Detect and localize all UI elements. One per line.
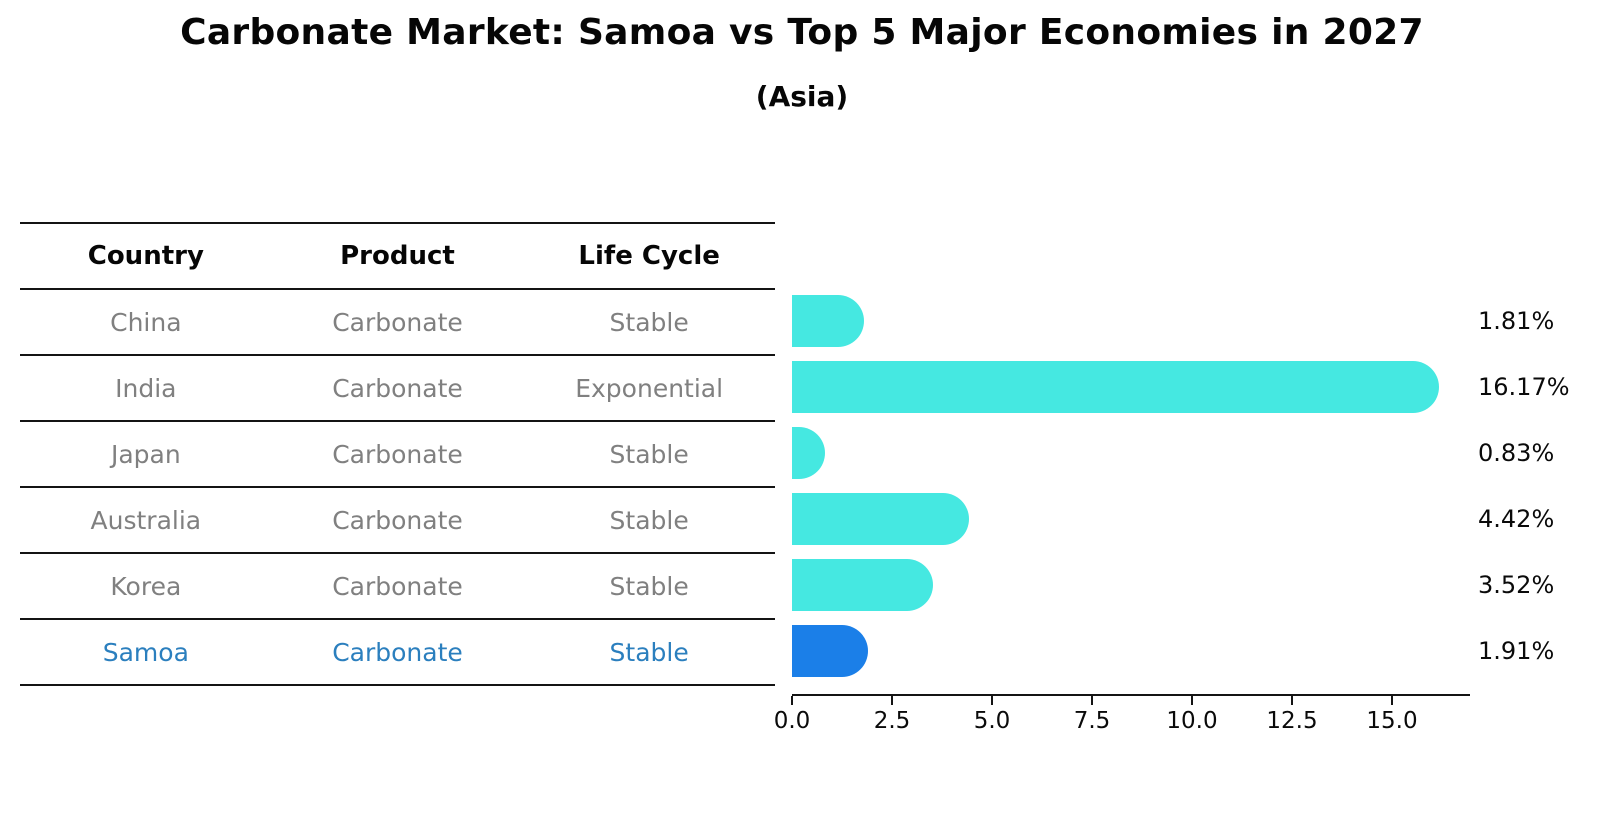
- bar-australia: [792, 493, 969, 545]
- bar-slot: 1.91%: [792, 618, 1604, 684]
- bar-value-label: 3.52%: [1478, 571, 1555, 599]
- table-row: China Carbonate Stable: [20, 290, 775, 356]
- tick-mark: [1091, 696, 1093, 705]
- cell-product: Carbonate: [332, 637, 463, 667]
- cell-product: Carbonate: [332, 373, 463, 403]
- cell-life-cycle: Exponential: [575, 373, 724, 403]
- bar-india: [792, 361, 1439, 413]
- tick-label: 10.0: [1166, 708, 1218, 734]
- chart-title: Carbonate Market: Samoa vs Top 5 Major E…: [180, 12, 1424, 53]
- tick-mark: [791, 696, 793, 705]
- tick-label: 7.5: [1073, 708, 1111, 734]
- table-row: Australia Carbonate Stable: [20, 488, 775, 554]
- bar-value-label: 4.42%: [1478, 505, 1555, 533]
- table-row-samoa: Samoa Carbonate Stable: [20, 620, 775, 686]
- bar-value-label: 1.91%: [1478, 637, 1555, 665]
- bar-samoa-highlighted: [792, 625, 869, 677]
- cell-life-cycle: Stable: [609, 637, 689, 667]
- country-table: Country Product Life Cycle China Carbona…: [20, 222, 775, 686]
- tick-label: 2.5: [873, 708, 911, 734]
- chart-subtitle: (Asia): [755, 80, 849, 113]
- tick-mark: [1191, 696, 1193, 705]
- tick-label: 12.5: [1266, 708, 1318, 734]
- tick-mark: [1391, 696, 1393, 705]
- bar-value-label: 0.83%: [1478, 439, 1555, 467]
- table-row: Korea Carbonate Stable: [20, 554, 775, 620]
- table-header-row: Country Product Life Cycle: [20, 224, 775, 290]
- cell-product: Carbonate: [332, 439, 463, 469]
- cell-life-cycle: Stable: [609, 571, 689, 601]
- cell-life-cycle: Stable: [609, 505, 689, 535]
- cell-product: Carbonate: [332, 571, 463, 601]
- tick-mark: [1291, 696, 1293, 705]
- cell-life-cycle: Stable: [609, 439, 689, 469]
- bar-china: [792, 295, 865, 347]
- column-header-life-cycle: Life Cycle: [578, 241, 720, 271]
- tick-mark: [991, 696, 993, 705]
- bar-slot: 16.17%: [792, 354, 1604, 420]
- bar-slot: 3.52%: [792, 552, 1604, 618]
- cell-country: Samoa: [102, 637, 189, 667]
- cell-life-cycle: Stable: [609, 307, 689, 337]
- column-header-product: Product: [340, 241, 455, 271]
- table-row: India Carbonate Exponential: [20, 356, 775, 422]
- tick-label: 0.0: [773, 708, 811, 734]
- cell-product: Carbonate: [332, 307, 463, 337]
- cell-product: Carbonate: [332, 505, 463, 535]
- tick-label: 5.0: [973, 708, 1011, 734]
- bar-slot: 4.42%: [792, 486, 1604, 552]
- bar-slot: 1.81%: [792, 288, 1604, 354]
- bar-slot: 0.83%: [792, 420, 1604, 486]
- bar-chart: 1.81% 16.17% 0.83% 4.42% 3.52% 1.91%: [792, 288, 1604, 684]
- bar-value-label: 16.17%: [1478, 373, 1570, 401]
- bar-value-label: 1.81%: [1478, 307, 1555, 335]
- table-row: Japan Carbonate Stable: [20, 422, 775, 488]
- cell-country: Korea: [110, 571, 182, 601]
- column-header-country: Country: [87, 241, 204, 271]
- cell-country: Australia: [90, 505, 202, 535]
- bar-japan: [792, 427, 826, 479]
- cell-country: China: [110, 307, 182, 337]
- bar-korea: [792, 559, 933, 611]
- x-axis: 0.0 2.5 5.0 7.5 10.0 12.5 15.0: [774, 694, 1470, 734]
- cell-country: India: [115, 373, 177, 403]
- cell-country: Japan: [110, 439, 181, 469]
- tick-label: 15.0: [1366, 708, 1418, 734]
- tick-mark: [891, 696, 893, 705]
